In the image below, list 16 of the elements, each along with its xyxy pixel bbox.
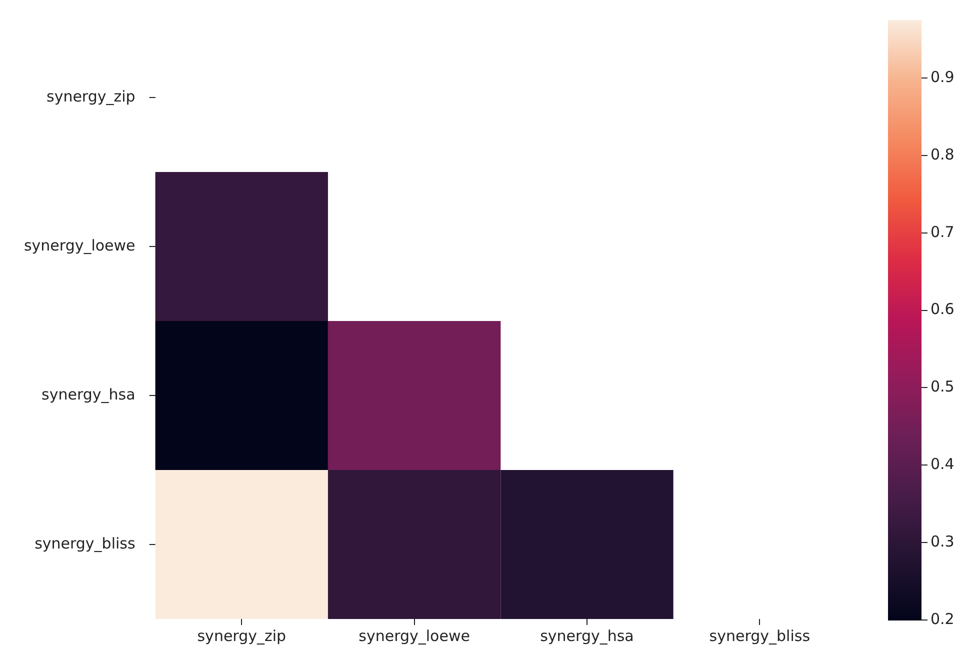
- x-tick-label: synergy_loewe: [358, 626, 470, 645]
- color-bar-label: 0.4: [930, 455, 954, 474]
- y-tick-label: synergy_zip: [46, 87, 136, 106]
- y-tick-label: synergy_bliss: [34, 534, 136, 552]
- color-bar-label: 0.7: [930, 222, 954, 241]
- color-bar-label: 0.2: [930, 610, 954, 628]
- color-bar-label: 0.3: [930, 532, 954, 550]
- color-bar-label: 0.6: [930, 300, 954, 318]
- x-tick-label: synergy_zip: [197, 626, 286, 645]
- y-tick-label: synergy_loewe: [24, 236, 136, 254]
- x-tick-label: synergy_bliss: [709, 626, 810, 645]
- x-tick-label: synergy_hsa: [540, 626, 634, 645]
- color-bar-label: 0.5: [930, 378, 954, 396]
- y-tick-label: synergy_hsa: [42, 385, 136, 404]
- color-bar-label: 0.8: [930, 145, 954, 164]
- color-bar-label: 0.9: [930, 68, 954, 86]
